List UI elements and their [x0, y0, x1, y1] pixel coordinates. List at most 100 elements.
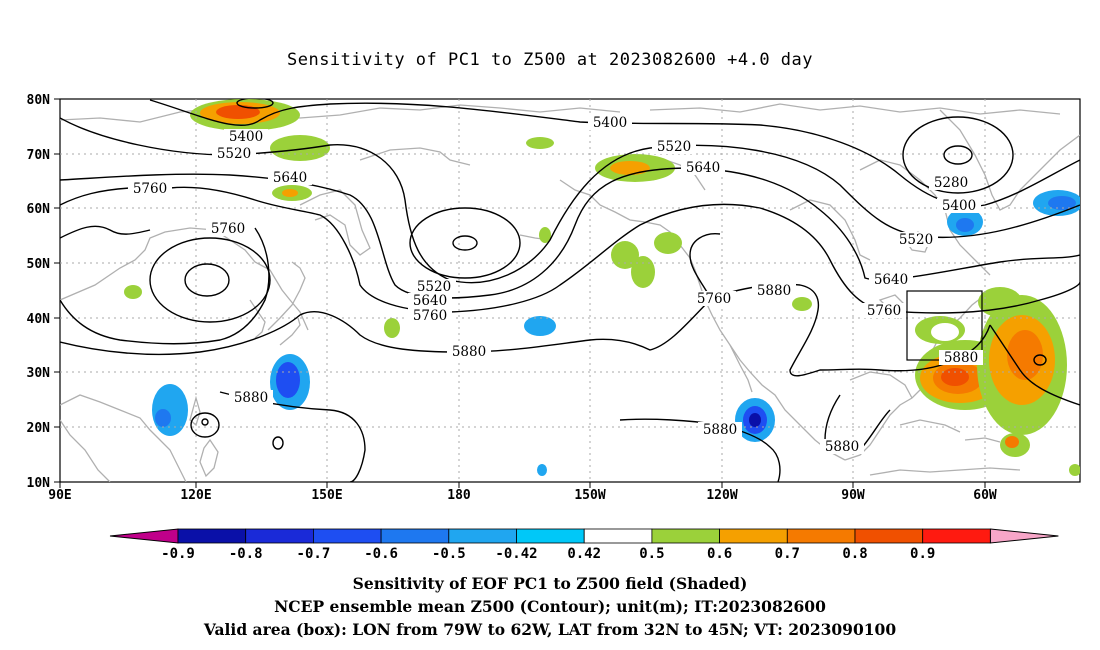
shade-negative: [537, 464, 547, 476]
colorbar-label: 0.9: [910, 546, 935, 562]
colorbar-label: 0.8: [842, 546, 867, 562]
shade-negative: [1048, 196, 1076, 210]
x-tick-label: 150W: [574, 488, 605, 503]
shade-positive: [610, 161, 650, 175]
shade-positive: [1069, 464, 1080, 476]
colorbar-label: 0.6: [707, 546, 732, 562]
colorbar-segment: [380, 528, 450, 544]
contour-label: 5520: [417, 279, 451, 295]
colorbar-segment: [245, 528, 314, 544]
colorbar-segment: [786, 528, 856, 544]
colorbar-label: 0.5: [639, 546, 664, 562]
y-tick-label: 20N: [27, 421, 51, 436]
contour-label: 5880: [825, 439, 859, 455]
x-tick-labels: 90E 120E 150E 180 150W 120W 90W 60W: [48, 488, 997, 503]
colorbar-segment: [448, 528, 517, 544]
contour-low-50n: [409, 207, 521, 279]
shade-positive: [1005, 436, 1019, 448]
shade-positive: [124, 285, 142, 299]
contour-label: 5760: [867, 303, 901, 319]
contour-low-greenland: [902, 116, 1014, 194]
contour-label: 5640: [686, 160, 720, 176]
shade-negative: [276, 362, 300, 398]
shade-negative: [956, 218, 974, 232]
x-tick-label: 120W: [706, 488, 737, 503]
caption-line-3: Valid area (box): LON from 79W to 62W, L…: [203, 620, 897, 639]
colorbar-label: -0.8: [229, 546, 263, 562]
contour-low-asia: [149, 237, 271, 323]
contour-label: 5760: [413, 308, 447, 324]
colorbar-label: -0.7: [297, 546, 331, 562]
axis-ticks: [54, 98, 986, 488]
contour-label: 5400: [942, 198, 976, 214]
contour-5880: [60, 283, 991, 377]
contour-label: 5640: [413, 293, 447, 309]
contour-label: 5520: [899, 232, 933, 248]
shade-positive: [282, 189, 298, 197]
contour-label: 5880: [452, 344, 486, 360]
contour-label: 5520: [217, 146, 251, 162]
colorbar-segment: [177, 528, 247, 544]
x-tick-label: 150E: [311, 488, 342, 503]
contour-5880e: [989, 324, 1080, 406]
map-title: Sensitivity of PC1 to Z500 at 2023082600…: [286, 50, 813, 70]
colorbar-segment: [516, 528, 585, 544]
caption-line-2: NCEP ensemble mean Z500 (Contour); unit(…: [274, 597, 826, 616]
contour-high-tiny: [201, 418, 209, 426]
contour-label: 5880: [703, 422, 737, 438]
contour-low-arctic: [236, 99, 274, 109]
y-tick-label: 30N: [27, 366, 51, 381]
y-tick-labels: 80N 70N 60N 50N 40N 30N 20N 10N: [27, 93, 51, 491]
shade-neutral: [931, 323, 959, 341]
contour-labels: 5400 5520 5640 5760 5760 5400 5520 5640 …: [128, 115, 983, 455]
contour-low-50n-inner: [452, 235, 478, 251]
y-tick-label: 70N: [27, 148, 51, 163]
shade-positive: [1007, 330, 1043, 380]
contour-label: 5640: [273, 170, 307, 186]
shade-positive: [270, 135, 330, 161]
contour-label: 5400: [593, 115, 627, 131]
colorbar-label: 0.42: [567, 546, 601, 562]
y-tick-label: 80N: [27, 93, 51, 108]
contour-label: 5400: [229, 129, 263, 145]
x-tick-label: 90W: [841, 488, 865, 503]
contour-label: 5760: [697, 291, 731, 307]
shade-positive: [631, 256, 655, 288]
contour-label: 5880: [234, 390, 268, 406]
contour-5520: [60, 117, 1080, 284]
y-tick-label: 50N: [27, 257, 51, 272]
caption-line-1: Sensitivity of EOF PC1 to Z500 field (Sh…: [352, 574, 748, 593]
contour-5760c: [689, 233, 721, 298]
contour-high-atlantic: [1033, 354, 1047, 366]
x-tick-label: 120E: [180, 488, 211, 503]
colorbar-label: 0.7: [775, 546, 800, 562]
shade-positive: [384, 318, 400, 338]
shade-negative: [524, 316, 556, 336]
y-tick-label: 40N: [27, 312, 51, 327]
contour-low-asia-inner: [184, 263, 230, 297]
colorbar-label: -0.42: [495, 546, 537, 562]
shade-positive: [654, 232, 682, 254]
contour-label: 5520: [657, 139, 691, 155]
colorbar-label: -0.6: [364, 546, 398, 562]
x-tick-label: 60W: [973, 488, 997, 503]
contour-high-pacific: [190, 412, 220, 438]
colorbar: -0.9 -0.8 -0.7 -0.6 -0.5 -0.42 0.42 0.5 0.6 0.7 0.…: [109, 528, 1059, 562]
colorbar-segment: [922, 528, 991, 544]
contour-label: 5640: [874, 272, 908, 288]
shade-positive: [216, 105, 260, 119]
shade-negative: [155, 409, 171, 427]
contour-label: 5280: [934, 175, 968, 191]
shade-positive: [792, 297, 812, 311]
colorbar-segment: [719, 528, 788, 544]
contour-low-greenland-inner: [943, 145, 973, 165]
shade-positive: [611, 241, 639, 269]
contour-5760b: [60, 225, 270, 345]
contour-label: 5880: [757, 283, 791, 299]
shade-negative: [152, 384, 188, 436]
colorbar-segment: [651, 528, 721, 544]
colorbar-segment: [312, 528, 382, 544]
contour-label: 5760: [211, 221, 245, 237]
contour-high-small: [272, 436, 284, 450]
x-tick-label: 180: [447, 488, 471, 503]
